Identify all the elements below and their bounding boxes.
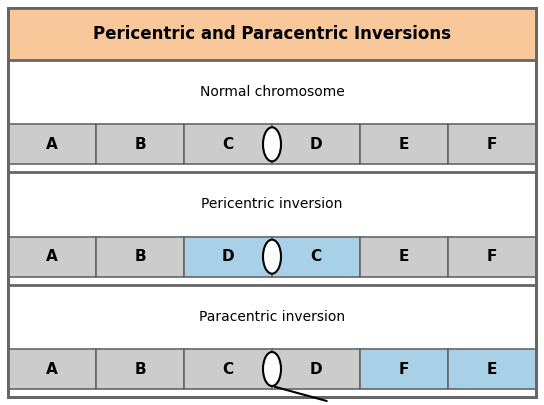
Bar xyxy=(8,8,536,60)
Bar xyxy=(8,349,96,389)
Text: A: A xyxy=(46,137,58,152)
Text: B: B xyxy=(134,362,146,377)
Bar xyxy=(448,237,536,277)
Text: A: A xyxy=(46,362,58,377)
Bar xyxy=(8,124,96,164)
Bar xyxy=(360,124,448,164)
Ellipse shape xyxy=(263,127,281,161)
Text: Pericentric and Paracentric Inversions: Pericentric and Paracentric Inversions xyxy=(93,25,451,43)
Text: C: C xyxy=(222,137,233,152)
Text: C: C xyxy=(311,249,322,264)
Text: D: D xyxy=(222,249,234,264)
Text: C: C xyxy=(222,362,233,377)
Bar xyxy=(96,349,184,389)
Bar xyxy=(184,124,272,164)
Text: E: E xyxy=(399,249,409,264)
Text: F: F xyxy=(487,249,497,264)
Bar xyxy=(360,349,448,389)
Bar xyxy=(96,237,184,277)
Ellipse shape xyxy=(263,352,281,386)
Text: F: F xyxy=(399,362,409,377)
Text: B: B xyxy=(134,137,146,152)
Bar xyxy=(96,124,184,164)
Text: E: E xyxy=(487,362,497,377)
Text: Paracentric inversion: Paracentric inversion xyxy=(199,310,345,324)
Bar xyxy=(448,349,536,389)
Text: Pericentric inversion: Pericentric inversion xyxy=(201,198,343,211)
Bar xyxy=(360,237,448,277)
Text: D: D xyxy=(310,137,322,152)
Text: Normal chromosome: Normal chromosome xyxy=(200,85,344,99)
Ellipse shape xyxy=(263,240,281,274)
Text: A: A xyxy=(46,249,58,264)
Bar xyxy=(184,349,272,389)
Bar xyxy=(8,237,96,277)
Text: D: D xyxy=(310,362,322,377)
Text: B: B xyxy=(134,249,146,264)
Bar xyxy=(272,349,360,389)
Bar xyxy=(448,124,536,164)
Text: F: F xyxy=(487,137,497,152)
Bar xyxy=(272,124,360,164)
Text: E: E xyxy=(399,137,409,152)
Text: centromere: centromere xyxy=(275,387,399,405)
Bar xyxy=(272,237,360,277)
Bar xyxy=(184,237,272,277)
